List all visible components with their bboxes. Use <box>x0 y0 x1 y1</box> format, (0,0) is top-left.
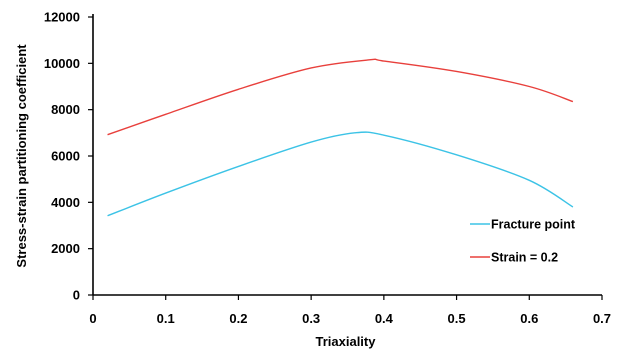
y-tick-label: 8000 <box>51 102 80 117</box>
y-tick-label: 2000 <box>51 241 80 256</box>
legend-label-0: Fracture point <box>491 218 576 232</box>
x-tick-labels: 0 0.1 0.2 0.3 0.4 0.5 0.6 0.7 <box>89 295 611 326</box>
legend: Fracture point Strain = 0.2 <box>470 218 576 265</box>
x-tick-label: 0.5 <box>448 311 466 326</box>
y-tick-label: 10000 <box>44 56 80 71</box>
y-tick-label: 4000 <box>51 195 80 210</box>
y-tick-labels: 0 2000 4000 6000 8000 10000 12000 <box>44 10 93 303</box>
x-tick-label: 0.2 <box>229 311 247 326</box>
x-tick-label: 0.7 <box>593 311 611 326</box>
y-tick-label: 0 <box>73 288 80 303</box>
y-tick-label: 12000 <box>44 10 80 25</box>
plot-lines <box>107 58 574 217</box>
x-tick-label: 0.1 <box>157 311 175 326</box>
y-axis-title: Stress-strain partitioning coefficient <box>14 44 29 268</box>
legend-label-1: Strain = 0.2 <box>491 251 558 265</box>
x-tick-label: 0 <box>89 311 96 326</box>
series-line-1 <box>107 58 574 136</box>
x-axis-title: Triaxiality <box>316 334 377 349</box>
x-tick-label: 0.4 <box>375 311 394 326</box>
x-tick-label: 0.6 <box>520 311 538 326</box>
x-tick-label: 0.3 <box>302 311 320 326</box>
y-tick-label: 6000 <box>51 149 80 164</box>
series-line-0 <box>107 131 574 217</box>
